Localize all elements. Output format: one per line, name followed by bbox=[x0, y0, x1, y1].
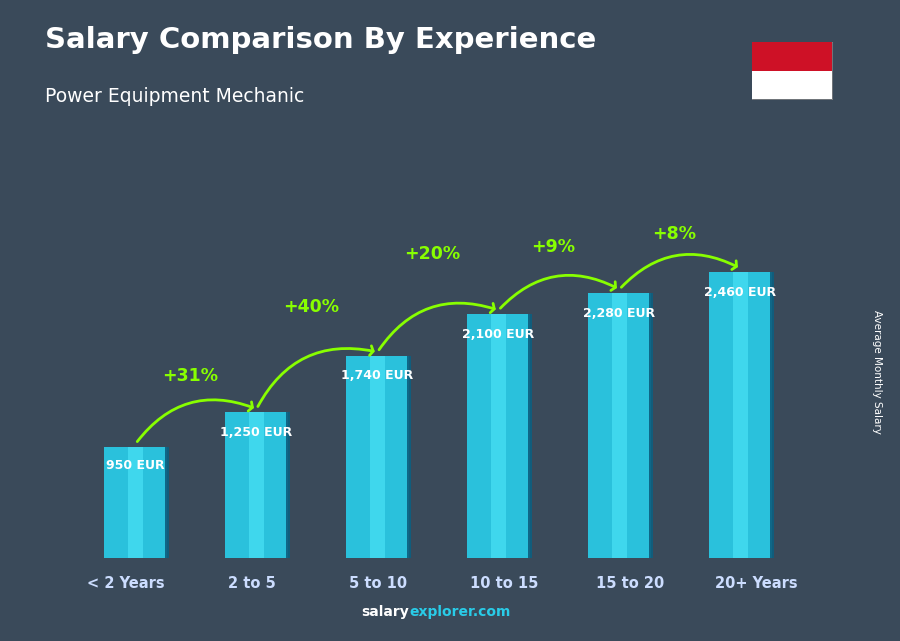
Text: +9%: +9% bbox=[531, 238, 575, 256]
Bar bbox=[752, 71, 833, 99]
Bar bbox=[407, 356, 411, 558]
Text: 2,280 EUR: 2,280 EUR bbox=[583, 307, 655, 320]
Bar bbox=[128, 447, 143, 558]
Text: 20+ Years: 20+ Years bbox=[715, 576, 797, 591]
Bar bbox=[752, 42, 833, 71]
Bar bbox=[709, 272, 772, 558]
Text: 2,100 EUR: 2,100 EUR bbox=[463, 328, 535, 340]
Text: +31%: +31% bbox=[162, 367, 218, 385]
Text: salary: salary bbox=[362, 604, 410, 619]
Text: +20%: +20% bbox=[404, 245, 460, 263]
Text: 1,740 EUR: 1,740 EUR bbox=[341, 369, 414, 383]
Bar bbox=[346, 356, 409, 558]
Bar bbox=[770, 272, 774, 558]
Bar bbox=[649, 293, 653, 558]
Bar bbox=[370, 356, 385, 558]
Bar bbox=[491, 313, 507, 558]
Text: +40%: +40% bbox=[283, 298, 339, 316]
Text: Salary Comparison By Experience: Salary Comparison By Experience bbox=[45, 26, 596, 54]
Text: 2,460 EUR: 2,460 EUR bbox=[705, 286, 777, 299]
Bar bbox=[225, 412, 288, 558]
Bar bbox=[286, 412, 290, 558]
Text: 5 to 10: 5 to 10 bbox=[349, 576, 407, 591]
Bar bbox=[612, 293, 627, 558]
Text: 10 to 15: 10 to 15 bbox=[470, 576, 538, 591]
Bar bbox=[467, 313, 530, 558]
Bar bbox=[733, 272, 748, 558]
Bar bbox=[588, 293, 651, 558]
Text: < 2 Years: < 2 Years bbox=[87, 576, 165, 591]
Bar bbox=[104, 447, 167, 558]
Text: Power Equipment Mechanic: Power Equipment Mechanic bbox=[45, 87, 304, 106]
Bar bbox=[527, 313, 532, 558]
Text: 950 EUR: 950 EUR bbox=[106, 459, 165, 472]
Text: 2 to 5: 2 to 5 bbox=[228, 576, 276, 591]
Text: 1,250 EUR: 1,250 EUR bbox=[220, 426, 292, 439]
Text: +8%: +8% bbox=[652, 225, 696, 243]
Bar bbox=[165, 447, 169, 558]
Text: 15 to 20: 15 to 20 bbox=[596, 576, 664, 591]
Bar bbox=[248, 412, 265, 558]
Text: Average Monthly Salary: Average Monthly Salary bbox=[872, 310, 883, 434]
Text: explorer.com: explorer.com bbox=[410, 604, 511, 619]
